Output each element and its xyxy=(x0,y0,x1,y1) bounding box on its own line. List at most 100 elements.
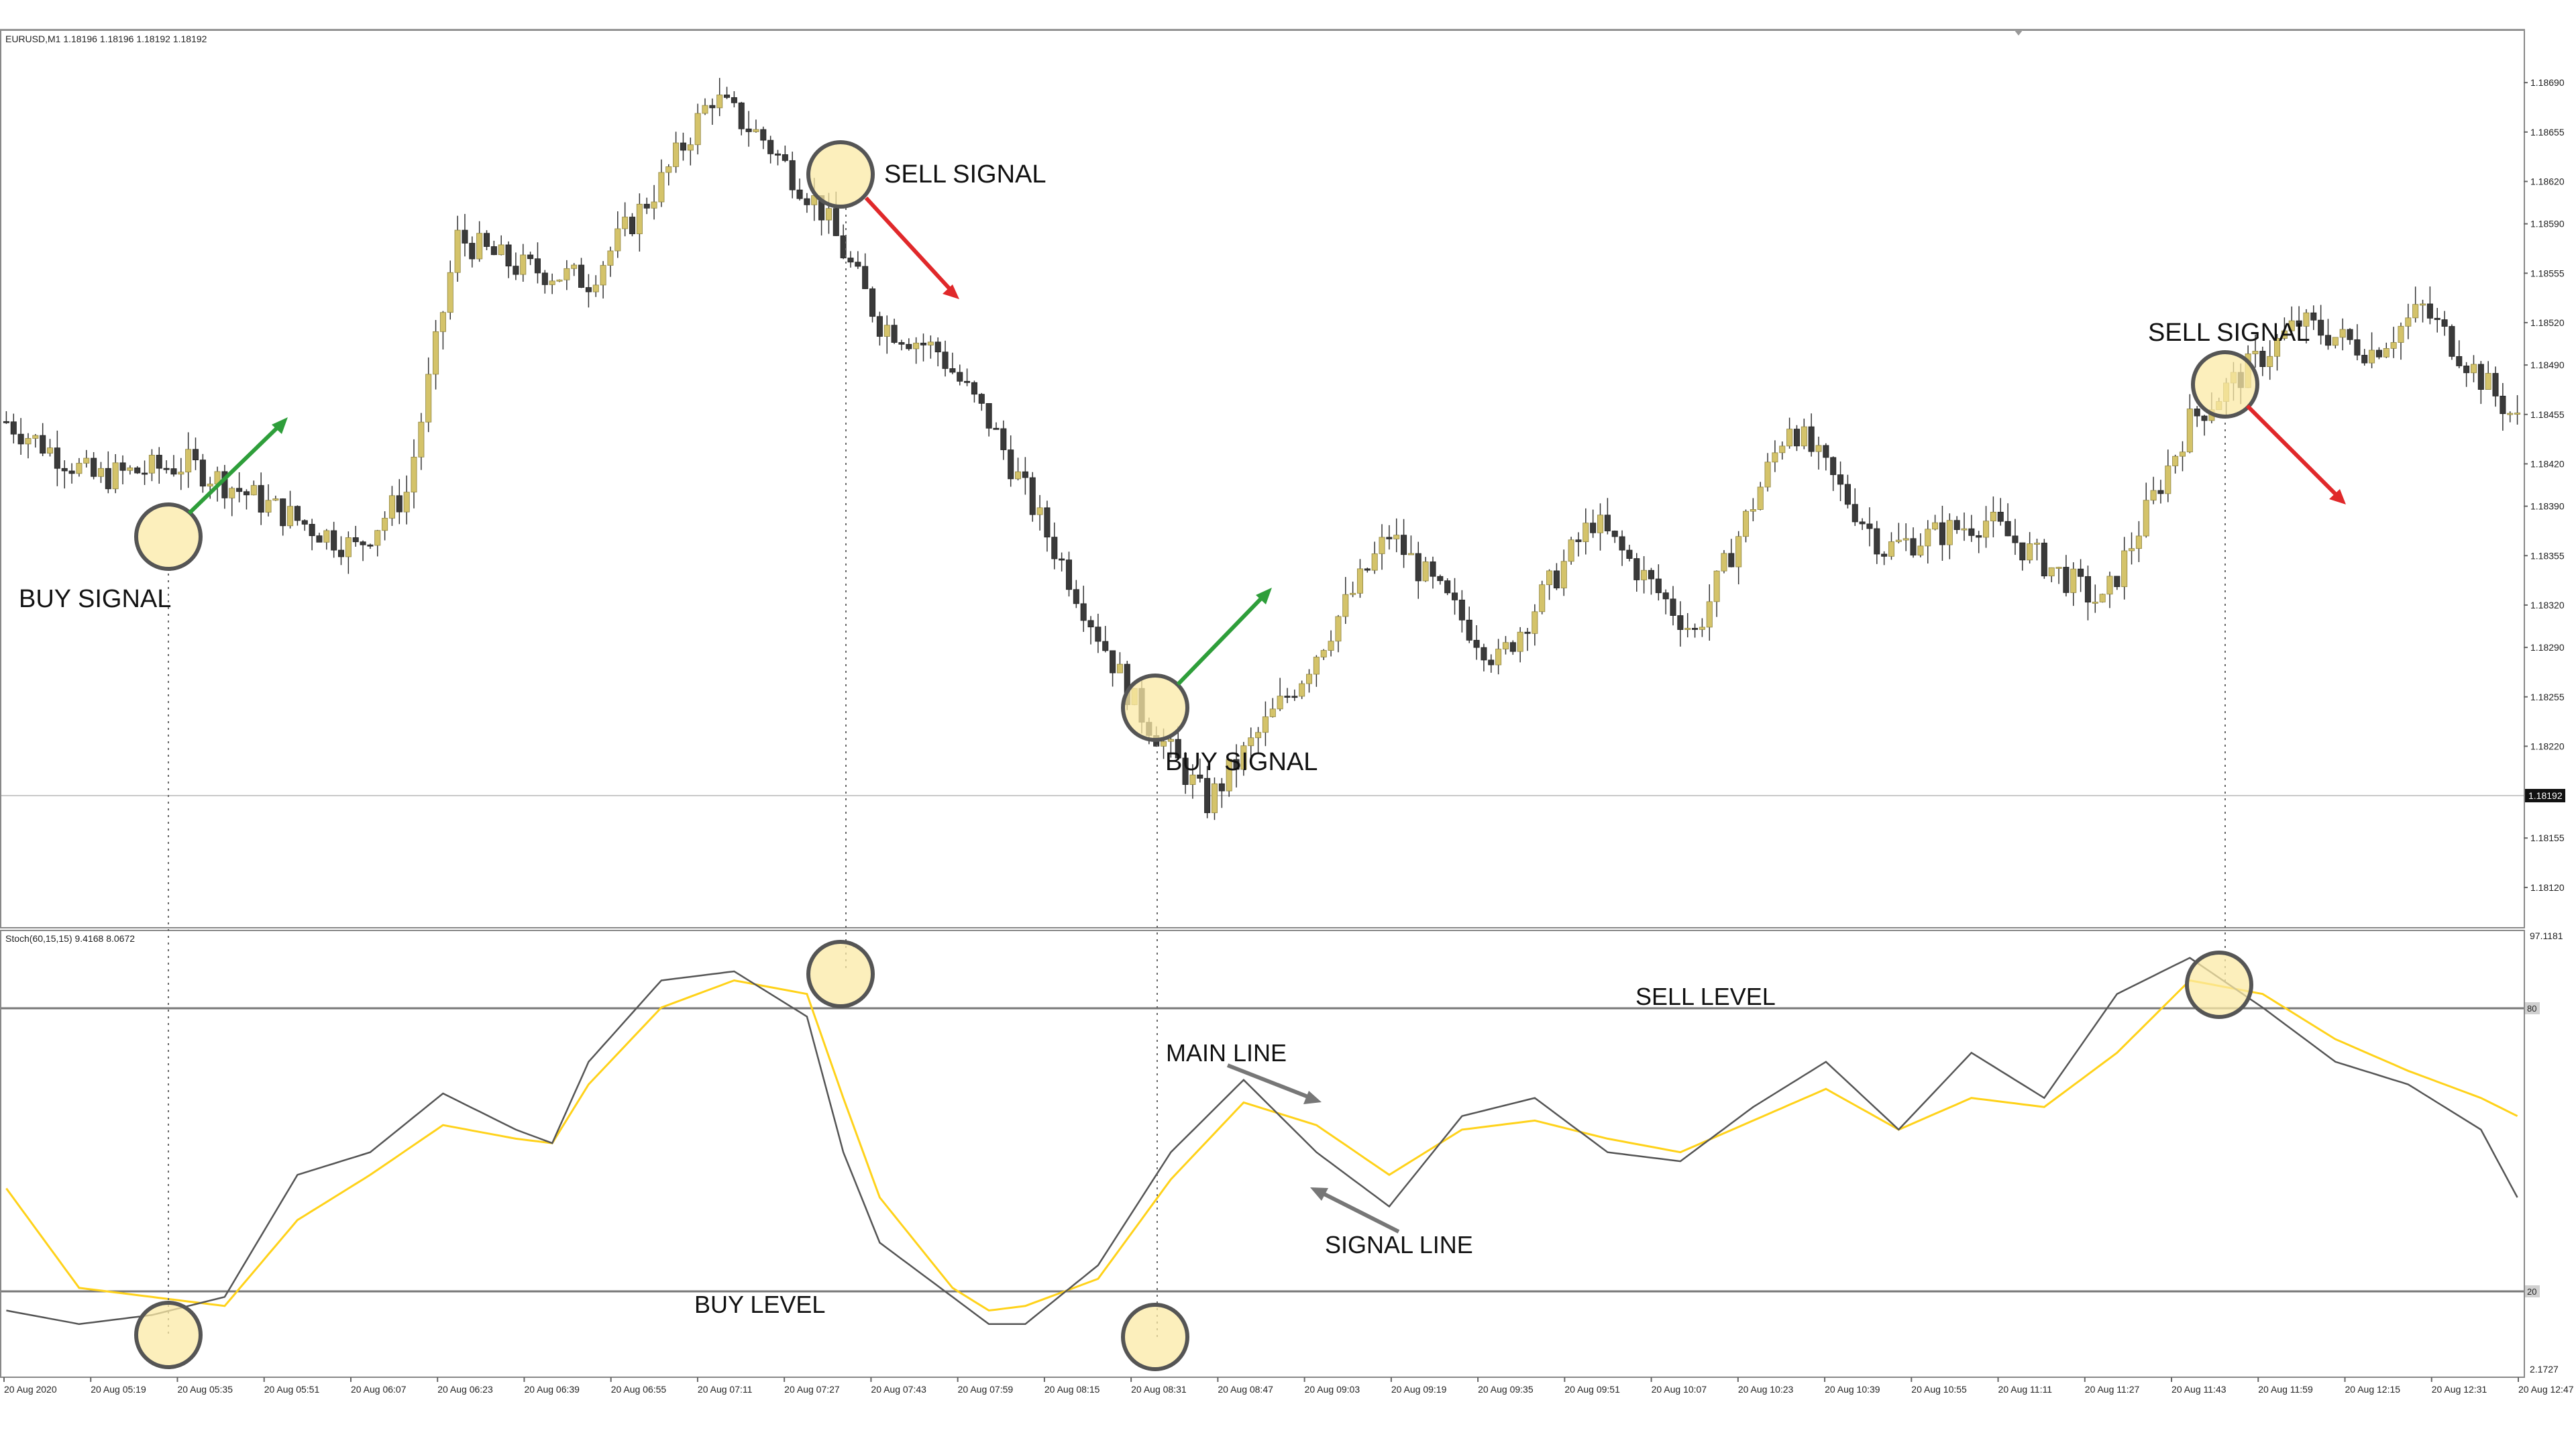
candle-body xyxy=(1648,570,1654,580)
signal-line-label: SIGNAL LINE xyxy=(1325,1231,1473,1258)
time-tick-label: 20 Aug 09:51 xyxy=(1564,1384,1620,1395)
arrow-down-2-head xyxy=(2329,489,2346,504)
candle-body xyxy=(1226,759,1232,792)
candle-body xyxy=(1532,611,1538,634)
candle-body xyxy=(898,342,905,345)
candle-body xyxy=(309,524,315,537)
candle-body xyxy=(10,421,17,435)
arrow-signal-line xyxy=(1319,1190,1400,1234)
candle-body xyxy=(439,312,446,332)
candle-body xyxy=(2354,339,2361,356)
candle-body xyxy=(1706,601,1713,628)
candle-body xyxy=(331,530,337,551)
candle-body xyxy=(2347,329,2353,340)
candle-body xyxy=(2063,567,2070,593)
candle-body xyxy=(1204,777,1211,814)
candle-body xyxy=(2390,342,2397,349)
candle-body xyxy=(2375,350,2382,358)
candle-body xyxy=(774,153,782,156)
arrow-down-2 xyxy=(2245,404,2339,497)
stoch-axis-top: 97.1181 xyxy=(2530,930,2563,941)
candle-body xyxy=(2004,521,2011,537)
candle-body xyxy=(1619,536,1625,551)
price-tick-label: 1.18590 xyxy=(2530,219,2565,229)
candle-body xyxy=(1335,616,1342,642)
candle-body xyxy=(2296,320,2302,327)
time-tick-label: 20 Aug 06:55 xyxy=(611,1384,667,1395)
candle-body xyxy=(571,264,578,269)
candle-body xyxy=(2383,347,2390,358)
buy-level-label: BUY LEVEL xyxy=(694,1291,825,1318)
candle-body xyxy=(2514,413,2521,415)
candle-body xyxy=(869,288,876,317)
stoch-axis-bottom: 2.1727 xyxy=(2530,1364,2559,1375)
candle-body xyxy=(855,262,861,267)
candle-body xyxy=(1801,426,1807,447)
candle-body xyxy=(403,492,410,513)
candle-body xyxy=(1407,553,1414,555)
candle-body xyxy=(2507,413,2514,415)
candle-body xyxy=(2412,304,2419,319)
signal-circles xyxy=(134,140,2259,1371)
candle-body xyxy=(40,435,46,454)
candle-body xyxy=(1626,549,1633,559)
candle-body xyxy=(2361,355,2368,364)
candle-body xyxy=(2324,335,2332,346)
candle-body xyxy=(702,105,708,114)
candle-body xyxy=(1393,535,1400,539)
candle-body xyxy=(229,488,235,498)
time-tick-label: 20 Aug 12:15 xyxy=(2345,1384,2401,1395)
time-tick-label: 20 Aug 10:07 xyxy=(1652,1384,1707,1395)
candle-body xyxy=(1189,774,1196,785)
candle-body xyxy=(374,530,381,546)
candle-body xyxy=(1910,538,1917,555)
candle-body xyxy=(1590,523,1597,533)
candle-body xyxy=(207,484,213,487)
candle-body xyxy=(942,352,949,369)
candle-body xyxy=(236,488,243,492)
candle-body xyxy=(2157,490,2164,494)
candle-body xyxy=(2186,409,2193,453)
candle-body xyxy=(1095,627,1102,642)
candle-body xyxy=(1830,457,1837,476)
candle-body xyxy=(1728,553,1735,568)
buy-signal-2-label: BUY SIGNAL xyxy=(1165,748,1318,776)
candle-body xyxy=(1051,537,1058,559)
price-tick-label: 1.18120 xyxy=(2530,882,2565,893)
candle-body xyxy=(957,372,963,382)
arrow-down-1-head xyxy=(943,284,959,299)
candle-body xyxy=(1102,641,1109,651)
arrow-main-line-head xyxy=(1303,1091,1322,1104)
candle-body xyxy=(2129,548,2135,551)
candle-body xyxy=(1161,741,1167,747)
candle-body xyxy=(1779,445,1786,453)
price-tick-label: 1.18555 xyxy=(2530,268,2565,278)
candle-body xyxy=(2398,325,2404,343)
time-tick-label: 20 Aug 10:23 xyxy=(1738,1384,1794,1395)
arrow-up-1 xyxy=(187,425,280,515)
symbol-header: EURUSD,M1 1.18196 1.18196 1.18192 1.1819… xyxy=(5,34,207,44)
time-tick-label: 20 Aug 05:35 xyxy=(177,1384,233,1395)
candle-body xyxy=(1401,535,1407,555)
arrow-up-2 xyxy=(1176,595,1265,686)
candle-body xyxy=(68,470,75,474)
candle-body xyxy=(651,201,657,209)
time-tick-label: 20 Aug 10:55 xyxy=(1911,1384,1967,1395)
time-tick-label: 20 Aug 11:27 xyxy=(2085,1384,2140,1395)
candle-body xyxy=(54,447,60,469)
candle-body xyxy=(243,491,250,496)
price-tick-label: 1.18520 xyxy=(2530,317,2565,328)
stoch-signal-line xyxy=(5,979,2518,1312)
candle-body xyxy=(1509,642,1516,652)
candle-body xyxy=(250,485,257,496)
candle-body xyxy=(2485,373,2491,390)
candle-body xyxy=(731,97,737,103)
time-tick-label: 20 Aug 09:19 xyxy=(1391,1384,1447,1395)
candle-body xyxy=(127,467,133,471)
candle-body xyxy=(2012,535,2019,543)
candle-body xyxy=(418,421,425,458)
candle-body xyxy=(1721,553,1727,572)
candle-body xyxy=(1844,484,1851,505)
candle-body xyxy=(913,342,920,350)
price-tick-label: 1.18690 xyxy=(2530,77,2565,88)
